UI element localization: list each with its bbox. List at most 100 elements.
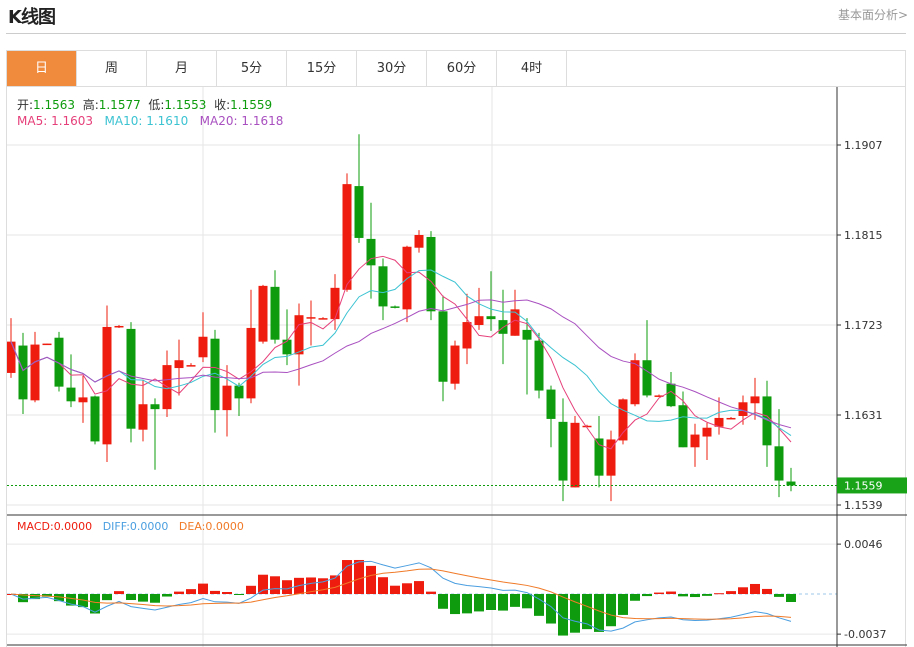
current-price-label: 1.1559 xyxy=(844,479,883,492)
candle-body xyxy=(138,404,148,430)
candle-body xyxy=(78,397,88,403)
candle-body xyxy=(762,396,772,446)
high-value: 1.1577 xyxy=(98,98,141,112)
diff-value: 0.0000 xyxy=(129,520,169,533)
candle-body xyxy=(786,481,796,486)
low-value: 1.1553 xyxy=(164,98,207,112)
tab-month[interactable]: 月 xyxy=(147,51,217,86)
candle-body xyxy=(126,328,136,429)
macd-histogram-bar xyxy=(162,594,172,597)
macd-histogram-bar xyxy=(54,594,64,602)
macd-histogram-bar xyxy=(66,594,76,606)
tab-60min[interactable]: 60分 xyxy=(427,51,497,86)
price-tick-label: 1.1631 xyxy=(844,409,883,422)
candle-body xyxy=(42,343,52,346)
candle-body xyxy=(390,306,400,308)
candle-body xyxy=(594,438,604,476)
candle-body xyxy=(198,336,208,358)
macd-histogram-bar xyxy=(18,594,28,603)
dea-label: DEA: xyxy=(178,520,206,533)
macd-histogram-bar xyxy=(594,594,604,632)
macd-histogram-bar xyxy=(138,594,148,602)
candle-body xyxy=(546,389,556,419)
candle-body xyxy=(714,417,724,427)
candle-body xyxy=(450,345,460,384)
kline-chart[interactable]: 1.1907 1.1815 1.1723 1.1631 1.1539 1.1559 0.00… xyxy=(6,87,907,647)
open-value: 1.1563 xyxy=(33,98,76,112)
divider xyxy=(6,33,906,34)
candle-body xyxy=(426,236,436,312)
candle-body xyxy=(414,235,424,248)
macd-tick-label: -0.0037 xyxy=(844,628,886,641)
candle-body xyxy=(618,399,628,441)
candle-body xyxy=(114,325,124,328)
diff-label: DIFF: xyxy=(102,520,130,533)
diff-line xyxy=(10,560,792,632)
macd-histogram-bar xyxy=(126,594,136,601)
candle-body xyxy=(90,396,100,442)
dea-line xyxy=(10,568,792,620)
macd-histogram-bar xyxy=(786,594,796,603)
macd-histogram-bar xyxy=(678,594,688,597)
macd-tick-label: 0.0046 xyxy=(844,538,883,551)
macd-histogram-bar xyxy=(690,594,700,598)
macd-histogram-bar xyxy=(582,594,592,630)
tab-30min[interactable]: 30分 xyxy=(357,51,427,86)
macd-histogram-bar xyxy=(654,592,664,594)
candle-body xyxy=(306,317,316,319)
macd-histogram-bar xyxy=(378,577,388,594)
macd-histogram-bar xyxy=(462,594,472,614)
macd-histogram-bar xyxy=(570,594,580,633)
candle-body xyxy=(102,326,112,445)
candle-body xyxy=(558,421,568,481)
ma10-value: 1.1610 xyxy=(146,114,189,128)
candle-body xyxy=(774,446,784,481)
candle-body xyxy=(330,287,340,320)
candle-body xyxy=(642,360,652,396)
tab-15min[interactable]: 15分 xyxy=(287,51,357,86)
candle-body xyxy=(474,316,484,326)
candle-body xyxy=(18,345,28,400)
candle-body xyxy=(462,322,472,349)
ohlc-legend: 开:1.1563 高:1.1577 低:1.1553 收:1.1559 xyxy=(17,96,272,113)
macd-histogram-bar xyxy=(738,587,748,594)
candle-body xyxy=(270,286,280,340)
candle-body xyxy=(690,434,700,448)
macd-histogram-bar xyxy=(426,591,436,594)
macd-histogram-bar xyxy=(558,594,568,636)
macd-value: 0.0000 xyxy=(53,520,93,533)
macd-histogram-bar xyxy=(222,592,232,594)
close-value: 1.1559 xyxy=(230,98,273,112)
tab-4hour[interactable]: 4时 xyxy=(497,51,567,86)
close-label: 收: xyxy=(214,98,231,112)
low-label: 低: xyxy=(148,98,165,112)
chart-canvas[interactable]: 1.1907 1.1815 1.1723 1.1631 1.1539 1.1559 0.00… xyxy=(7,87,907,647)
tab-day[interactable]: 日 xyxy=(7,51,77,86)
candle-body xyxy=(522,329,532,340)
macd-histogram-bar xyxy=(30,594,40,600)
candle-body xyxy=(534,340,544,391)
candle-body xyxy=(174,360,184,369)
macd-histogram-bar xyxy=(606,594,616,627)
macd-histogram-bar xyxy=(390,585,400,594)
macd-histogram-bar xyxy=(354,559,364,594)
macd-histogram-bar xyxy=(366,565,376,594)
fundamental-analysis-link[interactable]: 基本面分析> xyxy=(837,8,908,22)
macd-histogram-bar xyxy=(210,590,220,594)
macd-histogram-bar xyxy=(114,591,124,594)
candle-body xyxy=(234,385,244,399)
macd-histogram-bar xyxy=(666,591,676,594)
macd-histogram-bar xyxy=(258,574,268,594)
ma20-label: MA20: xyxy=(199,114,242,128)
macd-legend: MACD:0.0000 DIFF:0.0000 DEA:0.0000 xyxy=(17,520,244,533)
high-label: 高: xyxy=(82,98,99,112)
macd-histogram-bar xyxy=(522,594,532,609)
candle-body xyxy=(342,184,352,290)
macd-histogram-bar xyxy=(546,594,556,624)
page-title: K线图 xyxy=(8,7,56,28)
tab-week[interactable]: 周 xyxy=(77,51,147,86)
candle-body xyxy=(222,385,232,411)
dea-value: 0.0000 xyxy=(205,520,244,533)
macd-histogram-bar xyxy=(474,594,484,612)
tab-5min[interactable]: 5分 xyxy=(217,51,287,86)
